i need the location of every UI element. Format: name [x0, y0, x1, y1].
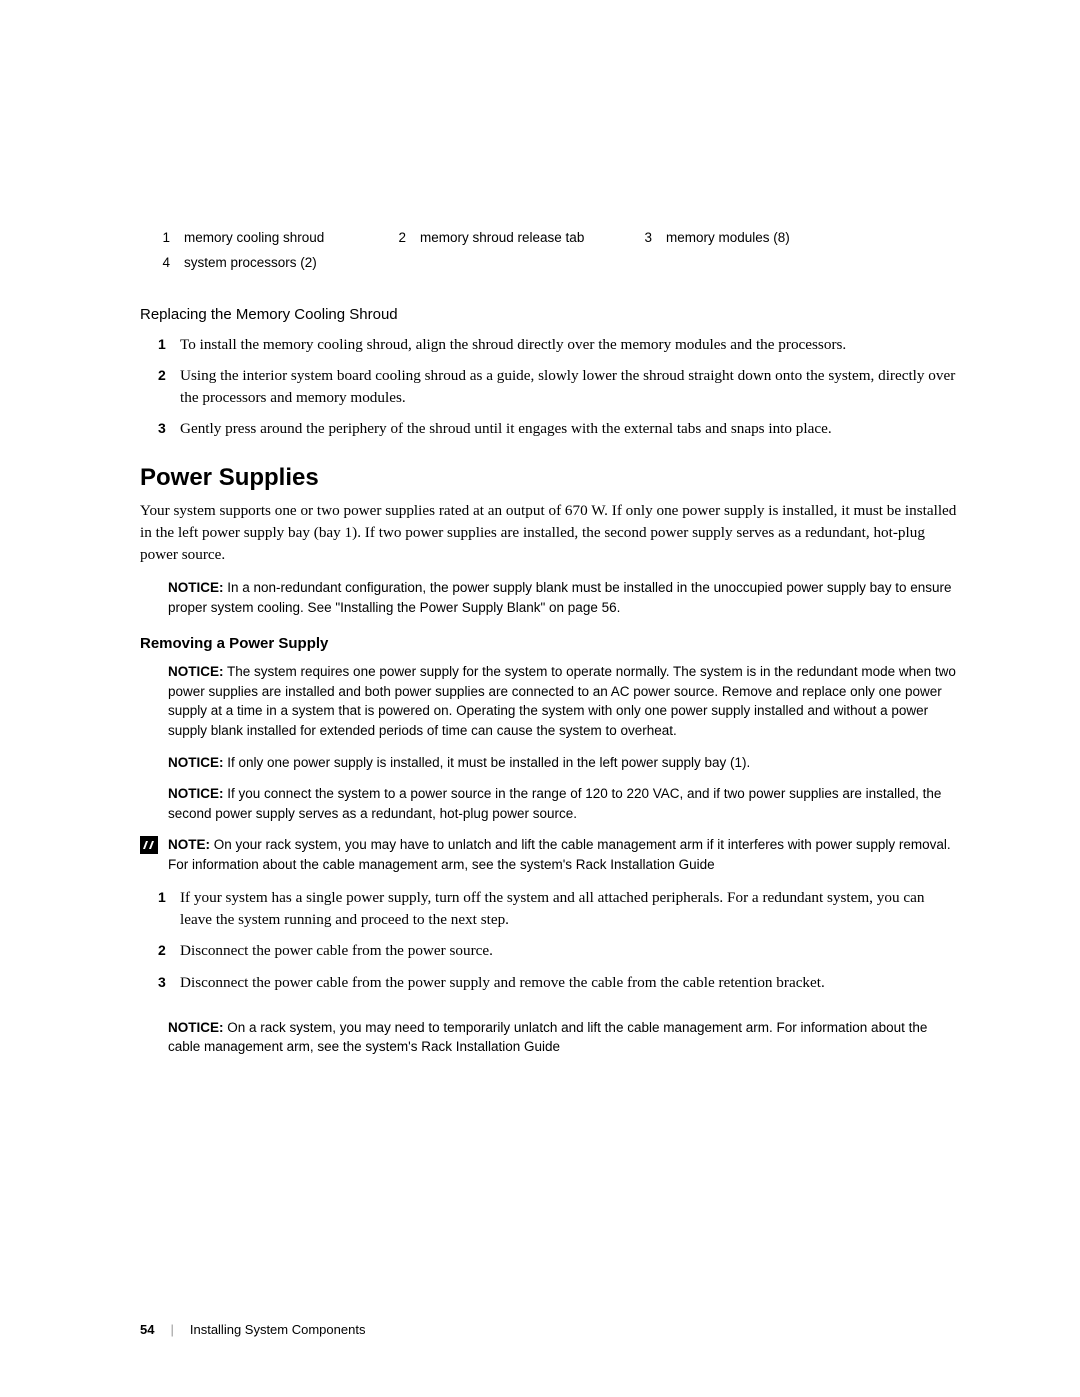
step: 1To install the memory cooling shroud, a… [158, 333, 960, 356]
page-footer: 54 | Installing System Components [140, 1322, 365, 1337]
section-heading: Power Supplies [140, 464, 960, 492]
note-icon [140, 836, 158, 854]
paragraph: Your system supports one or two power su… [140, 500, 960, 566]
legend-row: 1 memory cooling shroud 2 memory shroud … [158, 230, 960, 245]
guide-title: Rack Installation Guide [576, 857, 715, 872]
procedure-heading: Replacing the Memory Cooling Shroud [140, 306, 960, 323]
notice-label: NOTICE: [168, 786, 224, 801]
notice-block: NOTICE: On a rack system, you may need t… [168, 1018, 960, 1057]
guide-title: Rack Installation Guide [421, 1039, 560, 1054]
step-text: Gently press around the periphery of the… [180, 418, 960, 440]
note-block: NOTE: On your rack system, you may have … [140, 835, 960, 874]
document-page: 1 memory cooling shroud 2 memory shroud … [0, 0, 1080, 1397]
step-text: Disconnect the power cable from the powe… [180, 972, 960, 994]
note-label: NOTE: [168, 837, 210, 852]
legend-row: 4 system processors (2) [158, 255, 960, 270]
legend-num: 1 [158, 230, 184, 245]
figure-legend: 1 memory cooling shroud 2 memory shroud … [158, 230, 960, 270]
notice-text: In a non-redundant configuration, the po… [168, 580, 951, 615]
notice-label: NOTICE: [168, 755, 224, 770]
step: 2Disconnect the power cable from the pow… [158, 939, 960, 962]
notice-label: NOTICE: [168, 580, 224, 595]
step-number: 1 [158, 333, 180, 354]
procedure-steps: 1To install the memory cooling shroud, a… [158, 333, 960, 440]
step-text: If your system has a single power supply… [180, 887, 960, 931]
notice-label: NOTICE: [168, 1020, 224, 1035]
legend-text: system processors (2) [184, 255, 394, 270]
legend-num: 3 [640, 230, 666, 245]
step-number: 3 [158, 971, 180, 992]
legend-text: memory cooling shroud [184, 230, 394, 245]
notice-block: NOTICE: If only one power supply is inst… [168, 753, 960, 773]
step-number: 2 [158, 364, 180, 385]
notice-text: The system requires one power supply for… [168, 664, 956, 738]
footer-separator: | [170, 1322, 173, 1337]
legend-text: memory modules (8) [666, 230, 846, 245]
notice-text: If you connect the system to a power sou… [168, 786, 941, 821]
step: 2Using the interior system board cooling… [158, 364, 960, 409]
legend-text: memory shroud release tab [420, 230, 640, 245]
step: 3Gently press around the periphery of th… [158, 417, 960, 440]
legend-num: 2 [394, 230, 420, 245]
step: 3Disconnect the power cable from the pow… [158, 971, 960, 994]
chapter-title: Installing System Components [190, 1322, 366, 1337]
subsection-heading: Removing a Power Supply [140, 635, 960, 652]
notice-label: NOTICE: [168, 664, 224, 679]
step-text: Disconnect the power cable from the powe… [180, 940, 960, 962]
note-text-container: NOTE: On your rack system, you may have … [168, 835, 960, 874]
note-text: On your rack system, you may have to unl… [168, 837, 951, 872]
step-text: To install the memory cooling shroud, al… [180, 334, 960, 356]
notice-block: NOTICE: The system requires one power su… [168, 662, 960, 740]
legend-num: 4 [158, 255, 184, 270]
notice-text: If only one power supply is installed, i… [227, 755, 750, 770]
step: 1If your system has a single power suppl… [158, 886, 960, 931]
step-text: Using the interior system board cooling … [180, 365, 960, 409]
procedure-steps: 1If your system has a single power suppl… [158, 886, 960, 993]
page-number: 54 [140, 1322, 154, 1337]
step-number: 1 [158, 886, 180, 907]
step-number: 3 [158, 417, 180, 438]
step-number: 2 [158, 939, 180, 960]
notice-block: NOTICE: In a non-redundant configuration… [168, 578, 960, 617]
notice-block: NOTICE: If you connect the system to a p… [168, 784, 960, 823]
